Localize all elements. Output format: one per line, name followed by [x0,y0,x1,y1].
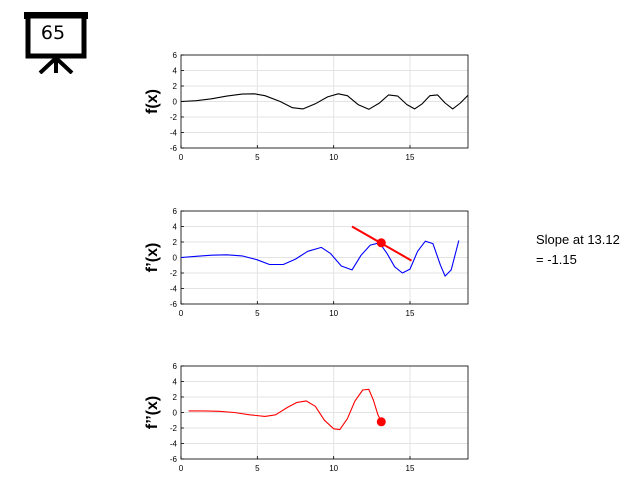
f-y-tick-label: 0 [173,98,178,107]
f-y-tick-label: 2 [173,82,178,91]
f-prime-y-tick-label: 6 [173,207,178,216]
f-prime-x-tick-label: 15 [406,309,415,318]
f-double-prime-series-line [188,388,382,431]
f-double-prime-ylabel: f’’(x) [144,396,161,429]
f-x-tick-label: 10 [329,153,338,162]
f-y-tick-label: 4 [173,67,178,76]
f-prime-series-line [180,240,460,277]
f-double-prime-x-tick-label: 15 [406,464,415,473]
f-ylabel: f(x) [144,89,161,114]
f-prime-marker-point [376,238,386,248]
f-double-prime-y-tick-label: 6 [173,362,178,371]
f-double-prime-y-tick-label: -6 [170,455,178,464]
f-series-line [180,93,469,110]
slope-annotation-line-1: Slope at 13.12 [536,232,620,247]
f-y-tick-label: 6 [173,51,178,60]
f-x-tick-label: 5 [255,153,260,162]
f-prime-x-tick-label: 5 [255,309,260,318]
f-double-prime-x-tick-label: 0 [179,464,184,473]
f-double-prime-marker-point [376,417,386,427]
f-double-prime-y-tick-label: -2 [170,424,178,433]
f-prime-y-tick-label: 4 [173,223,178,232]
f-double-prime-y-tick-label: 4 [173,378,178,387]
f-prime-y-tick-label: -2 [170,269,178,278]
f-y-tick-label: -4 [170,129,178,138]
f-prime-y-tick-label: 0 [173,254,178,263]
f-double-prime-y-tick-label: 2 [173,393,178,402]
f-prime-ylabel: f’(x) [144,243,161,273]
f-y-tick-label: -2 [170,113,178,122]
f-prime-x-tick-label: 10 [329,309,338,318]
f-prime-y-tick-label: -4 [170,285,178,294]
f-y-tick-label: -6 [170,144,178,153]
f-double-prime-y-tick-label: 0 [173,409,178,418]
f-x-tick-label: 0 [179,153,184,162]
slope-annotation: Slope at 13.12 = -1.15 [536,230,620,270]
f-prime-x-tick-label: 0 [179,309,184,318]
f-prime-y-tick-label: 2 [173,238,178,247]
presentation-board-icon [24,12,88,74]
f-x-tick-label: 15 [406,153,415,162]
f-double-prime-y-tick-label: -4 [170,440,178,449]
f-double-prime-x-tick-label: 10 [329,464,338,473]
f-prime-y-tick-label: -6 [170,300,178,309]
badge-number: 65 [40,22,66,44]
slope-annotation-line-2: = -1.15 [536,252,577,267]
f-double-prime-x-tick-label: 5 [255,464,260,473]
